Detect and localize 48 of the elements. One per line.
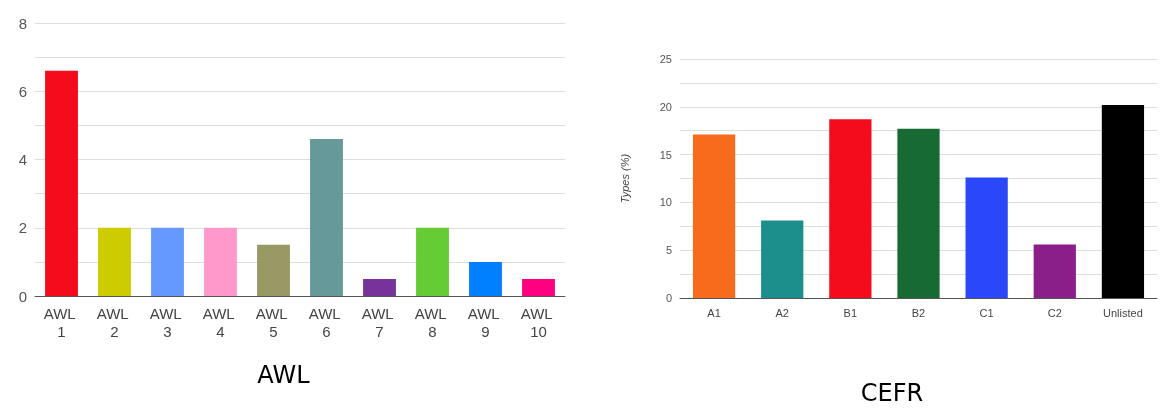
x-tick-label: AWL 5: [255, 304, 292, 340]
bar: [965, 177, 1008, 298]
bar: [151, 227, 184, 296]
text: CEFR: [860, 379, 924, 407]
x-tick-label: AWL 2: [96, 304, 133, 340]
bar: [829, 119, 872, 298]
y-tick-label: 4: [18, 151, 27, 168]
y-tick-label: 2: [18, 219, 27, 237]
x-tick-label: A2: [775, 307, 789, 319]
y-tick-label: 8: [18, 14, 27, 32]
y-tick-label: 0: [665, 292, 672, 304]
x-tick-label: B2: [911, 307, 926, 319]
x-tick-label: AWL 10: [520, 304, 557, 340]
y-tick-label: 5: [665, 244, 672, 257]
bar: [363, 278, 396, 296]
y-tick-label: 10: [659, 196, 672, 209]
bar: [692, 134, 736, 298]
bar: [45, 70, 78, 296]
bar: [1101, 104, 1145, 298]
text: AWL: [257, 361, 311, 389]
x-tick-label: AWL 3: [149, 304, 186, 340]
x-tick-label: Unlisted: [1103, 307, 1143, 319]
y-tick-label: 20: [659, 100, 672, 113]
x-tick-label: AWL 9: [467, 304, 504, 340]
y-tick-label: 6: [18, 82, 27, 100]
bar: [469, 261, 502, 296]
bar: [897, 128, 940, 298]
bar: [98, 227, 131, 296]
x-tick-label: AWL 8: [414, 304, 451, 340]
x-tick-label: A1: [707, 307, 721, 319]
y-axis-title: Types (%): [618, 153, 631, 204]
bar: [761, 220, 804, 298]
bar: [257, 244, 290, 296]
x-tick-label: AWL 4: [202, 304, 239, 340]
bar: [522, 278, 555, 296]
x-tick-label: AWL 6: [308, 304, 345, 340]
bar: [416, 227, 449, 296]
y-tick-label: 25: [659, 53, 672, 65]
bar: [1033, 244, 1076, 298]
x-tick-label: C1: [979, 307, 994, 319]
x-tick-label: AWL 7: [361, 304, 398, 340]
y-tick-label: 15: [659, 148, 672, 161]
y-tick-label: 0: [18, 287, 27, 305]
bar: [310, 139, 343, 296]
x-tick-label: C2: [1047, 307, 1062, 319]
bar: [204, 227, 237, 296]
x-tick-label: AWL 1: [43, 304, 80, 340]
x-tick-label: B1: [843, 307, 858, 319]
